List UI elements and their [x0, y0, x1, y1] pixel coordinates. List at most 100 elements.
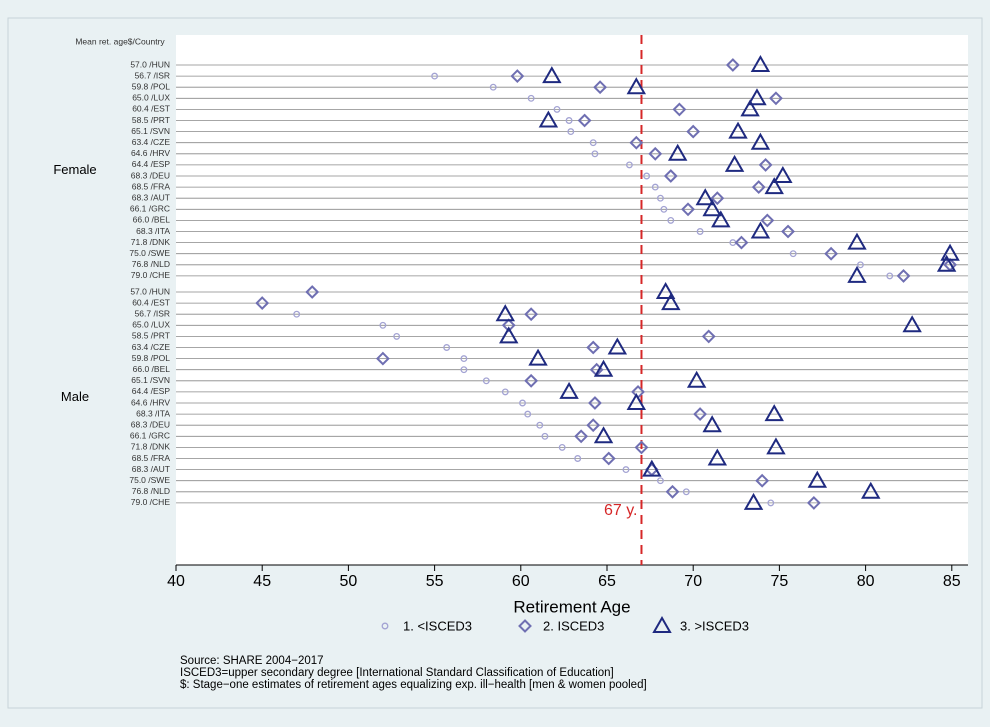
marker-circle	[643, 172, 651, 180]
x-tick-label: 55	[426, 573, 444, 590]
row-label: 71.8 /DNK	[131, 442, 171, 452]
row-label: 68.3 /DEU	[131, 419, 170, 429]
x-tick-label: 60	[512, 573, 530, 590]
marker-diamond	[663, 169, 678, 183]
x-tick-label: 70	[684, 573, 702, 590]
marker-diamond	[672, 102, 687, 117]
marker-triangle	[764, 177, 784, 195]
marker-circle	[501, 388, 509, 396]
marker-triangle	[661, 293, 681, 311]
marker-diamond	[524, 307, 539, 322]
note: $: Stage−one estimates of retirement age…	[180, 679, 647, 691]
row-label: 75.0 /SWE	[129, 248, 170, 258]
marker-circle	[651, 183, 659, 191]
row-label: 60.4 /EST	[132, 297, 170, 307]
marker-diamond	[824, 246, 839, 261]
marker-circle	[460, 366, 468, 374]
marker-triangle	[847, 232, 867, 250]
marker-triangle	[740, 99, 760, 117]
group-label: Female	[53, 162, 96, 177]
marker-triangle	[747, 88, 767, 106]
marker-diamond	[781, 224, 795, 239]
marker-diamond	[375, 351, 390, 366]
marker-circle	[379, 321, 387, 329]
marker-diamond	[586, 418, 601, 433]
marker-diamond	[701, 329, 716, 344]
row-label: 68.3 /AUT	[132, 192, 170, 202]
marker-diamond	[734, 235, 749, 250]
row-label: 79.0 /CHE	[131, 270, 171, 280]
marker-diamond	[686, 124, 701, 139]
marker-triangle	[724, 154, 745, 172]
note: Source: SHARE 2004−2017	[180, 655, 324, 667]
marker-circle	[656, 194, 664, 202]
row-label: 56.7 /ISR	[135, 70, 170, 80]
marker-triangle	[702, 415, 722, 433]
row-label: 68.3 /ITA	[136, 226, 170, 236]
marker-circle	[553, 105, 561, 113]
marker-triangle	[728, 121, 748, 139]
row-label: 66.1 /GRC	[130, 204, 170, 214]
marker-circle	[527, 94, 535, 102]
marker-diamond	[760, 213, 775, 228]
x-tick-label: 45	[253, 573, 271, 590]
legend-marker	[518, 619, 532, 633]
legend-label: 3. >ISCED3	[680, 618, 749, 633]
marker-triangle	[861, 481, 881, 499]
marker-triangle	[940, 243, 960, 261]
row-label: 64.4 /ESP	[132, 159, 171, 169]
row-label: 66.0 /BEL	[133, 215, 171, 225]
marker-diamond	[255, 296, 270, 311]
marker-diamond	[758, 157, 773, 172]
row-label: 64.6 /HRV	[131, 148, 170, 158]
marker-triangle	[847, 265, 867, 283]
marker-diamond	[510, 69, 525, 84]
row-label: 59.8 /POL	[132, 81, 171, 91]
row-label: 58.5 /PRT	[132, 331, 170, 341]
row-label: 71.8 /DNK	[131, 237, 171, 247]
x-tick-label: 75	[770, 573, 788, 590]
marker-diamond	[665, 484, 680, 499]
marker-circle	[682, 488, 690, 496]
marker-circle	[789, 250, 797, 258]
marker-circle	[524, 410, 532, 418]
row-header: Mean ret. age$/Country	[75, 36, 165, 46]
marker-triangle	[542, 66, 562, 84]
marker-diamond	[751, 180, 766, 195]
marker-triangle	[702, 199, 722, 217]
marker-circle	[460, 355, 468, 363]
marker-circle	[767, 499, 775, 507]
row-label: 66.1 /GRC	[130, 431, 170, 441]
legend-marker	[381, 622, 389, 630]
marker-circle	[656, 477, 664, 485]
frame	[7, 17, 983, 709]
marker-diamond	[588, 396, 602, 410]
row-label: 56.7 /ISR	[135, 308, 170, 318]
marker-circle	[625, 161, 633, 169]
marker-diamond	[629, 135, 644, 150]
marker-diamond	[806, 495, 821, 510]
marker-circle	[489, 83, 497, 91]
marker-diamond	[634, 440, 649, 455]
row-label: 65.1 /SVN	[131, 375, 170, 385]
legend-marker	[652, 615, 672, 633]
row-label: 68.5 /FRA	[132, 453, 171, 463]
row-label: 59.8 /POL	[132, 353, 171, 363]
reference-label: 67 y.	[604, 502, 638, 519]
row-label: 60.4 /EST	[132, 104, 170, 114]
marker-triangle	[607, 337, 628, 355]
marker-triangle	[750, 221, 771, 239]
marker-triangle	[667, 143, 688, 161]
marker-circle	[667, 216, 675, 224]
row-label: 76.8 /NLD	[132, 259, 170, 269]
marker-triangle	[655, 281, 676, 299]
marker-diamond	[693, 407, 708, 422]
row-label: 63.4 /CZE	[132, 342, 171, 352]
marker-circle	[393, 332, 401, 340]
marker-circle	[660, 205, 668, 213]
marker-diamond	[896, 268, 911, 283]
marker-triangle	[711, 210, 731, 228]
marker-circle	[519, 399, 526, 407]
row-label: 68.3 /ITA	[136, 408, 170, 418]
